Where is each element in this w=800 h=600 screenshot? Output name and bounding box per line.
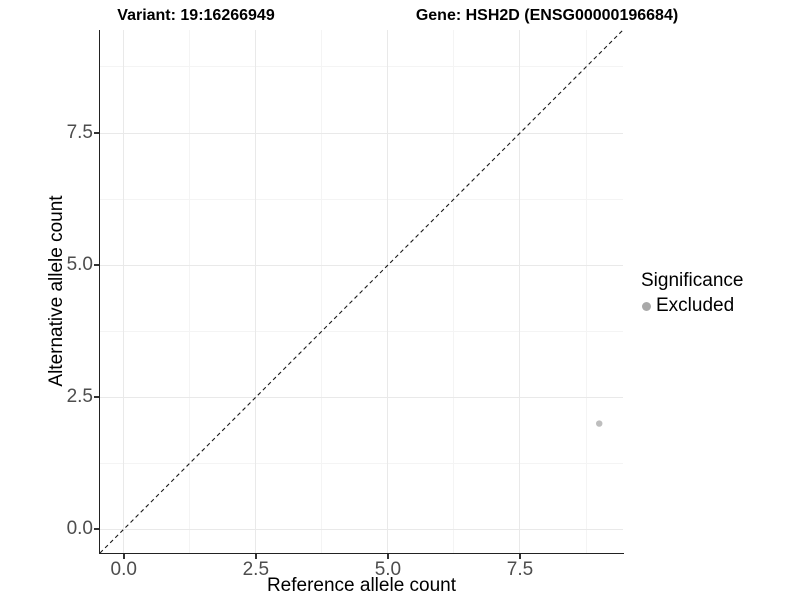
x-tick-label: 5.0 (374, 559, 402, 580)
gridline-major-x (519, 30, 521, 553)
y-tick-mark (94, 528, 99, 530)
gridline-minor-x (585, 30, 587, 553)
legend-entry-excluded: Excluded (641, 295, 743, 317)
x-tick-label: 0.0 (110, 559, 137, 580)
gridline-major-x (255, 30, 257, 553)
gridline-minor-x (189, 30, 191, 553)
x-tick-label: 7.5 (506, 559, 534, 580)
y-tick-mark (94, 264, 99, 266)
gridline-minor-x (453, 30, 455, 553)
gridline-minor-y (100, 462, 623, 464)
gridline-major-y (100, 132, 623, 134)
gridline-minor-y (100, 198, 623, 200)
x-tick-mark (123, 554, 125, 559)
x-axis-title: Reference allele count (266, 575, 457, 596)
x-tick-mark (519, 554, 521, 559)
x-tick-label: 2.5 (242, 559, 270, 580)
gridline-major-y (100, 264, 623, 266)
gridline-minor-y (100, 66, 623, 68)
gene-title: Gene: HSH2D (ENSG00000196684) (415, 7, 679, 24)
legend: Significance Excluded (641, 270, 743, 317)
data-point-excluded (596, 420, 603, 427)
y-tick-mark (94, 396, 99, 398)
y-tick-label: 5.0 (66, 254, 93, 276)
identity-dashed-line (100, 30, 623, 553)
legend-title: Significance (641, 270, 744, 291)
gridline-major-x (387, 30, 389, 553)
x-tick-mark (387, 554, 389, 559)
excluded-point-icon (642, 301, 651, 311)
legend-entry-label: Excluded (656, 295, 735, 316)
plot-draw-layer (100, 30, 623, 553)
gridline-minor-x (321, 30, 323, 553)
gridline-minor-y (100, 330, 623, 332)
plot-panel (100, 30, 623, 553)
y-axis-title: Alternative allele count (46, 195, 67, 387)
gridline-major-y (100, 528, 623, 530)
gridline-major-x (123, 30, 125, 553)
x-tick-mark (255, 554, 257, 559)
y-tick-label: 7.5 (66, 122, 93, 143)
y-axis-line (98, 30, 100, 554)
variant-title: Variant: 19:16266949 (117, 7, 275, 24)
gridline-major-y (100, 396, 623, 398)
y-tick-mark (94, 132, 99, 134)
y-tick-label: 2.5 (66, 386, 93, 408)
y-tick-label: 0.0 (66, 518, 93, 540)
x-axis-line (98, 552, 624, 554)
